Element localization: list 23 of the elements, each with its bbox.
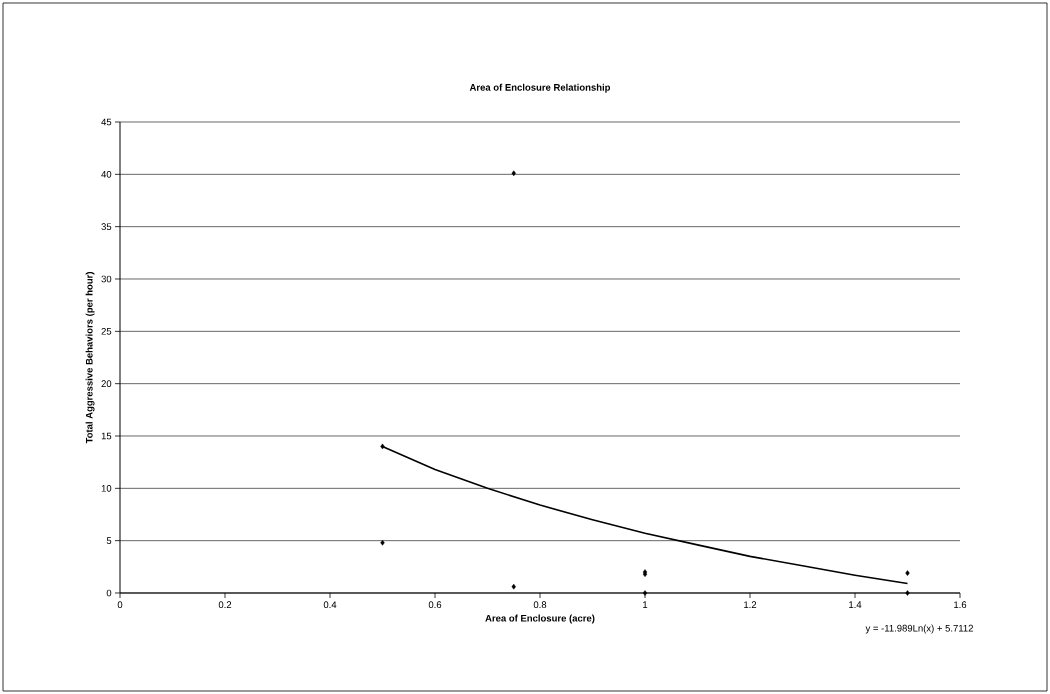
x-tick-label: 0.4 [323, 601, 337, 609]
y-tick-label: 10 [101, 484, 112, 492]
text: y = -11.989Ln(x) + 5.7112 [865, 624, 973, 634]
x-axis-title: Area of Enclosure (acre) [485, 614, 595, 624]
y-tick-label: 5 [106, 537, 112, 544]
y-tick-label: 30 [101, 275, 112, 283]
x-tick-label: 1.4 [849, 601, 862, 608]
y-tick-label: 25 [101, 327, 112, 335]
y-tick-label: 35 [101, 223, 112, 231]
y-tick-label: 0 [106, 589, 112, 597]
y-tick-label: 40 [101, 170, 112, 178]
y-tick-label: 45 [101, 118, 112, 126]
x-tick-label: 1.6 [954, 601, 967, 609]
y-tick-label: 15 [101, 432, 112, 440]
y-tick-label: 20 [101, 380, 112, 388]
x-tick-label: 0.6 [428, 601, 442, 609]
x-tick-label: 0 [117, 601, 123, 609]
x-tick-label: 0.2 [218, 601, 232, 609]
y-axis-title: Total Aggressive Behaviors (per hour) [85, 272, 95, 444]
x-tick-label: 0.8 [533, 601, 547, 609]
x-tick-label: 1 [643, 601, 648, 608]
chart-title: Area of Enclosure Relationship [469, 83, 611, 93]
x-tick-label: 1.2 [744, 601, 757, 608]
